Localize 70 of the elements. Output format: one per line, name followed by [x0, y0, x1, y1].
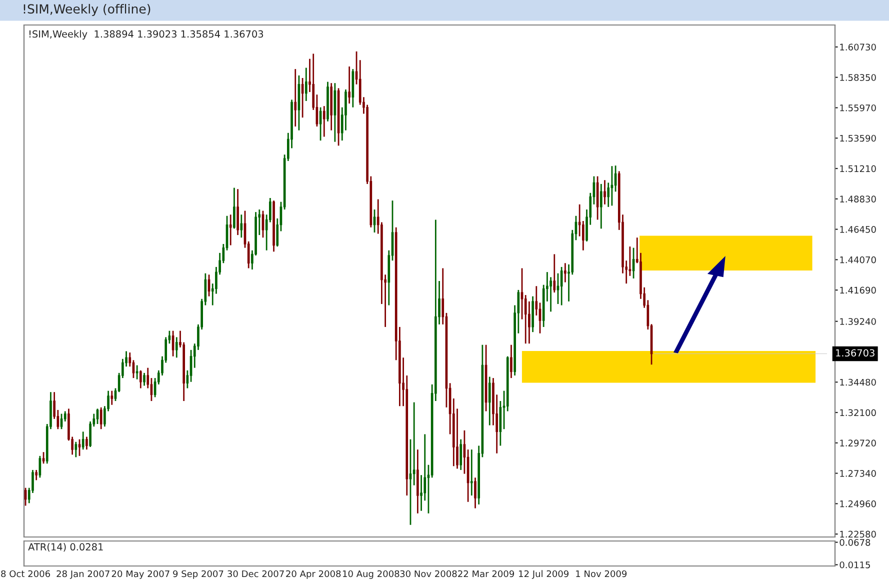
candlestick	[304, 67, 308, 102]
x-tick-label: 22 Mar 2009	[458, 570, 514, 578]
x-tick-label: 20 May 2007	[112, 570, 170, 579]
candlestick	[470, 448, 473, 496]
x-tick-label: 10 Aug 2008	[342, 570, 400, 579]
candlestick	[412, 402, 416, 486]
candlestick	[600, 183, 602, 230]
y-tick-label: 1.46450	[840, 226, 876, 233]
candlestick	[556, 272, 560, 305]
y-tick-label: 1.60730	[840, 44, 876, 51]
candlestick	[607, 182, 610, 208]
candlestick	[42, 451, 45, 464]
x-tick-label: 9 Sep 2007	[173, 570, 224, 579]
candlestick	[100, 406, 102, 430]
candlestick	[74, 441, 78, 458]
candlestick	[139, 370, 142, 389]
y-tick-label: 1.51210	[840, 165, 876, 172]
candlestick	[175, 336, 178, 358]
y-tick-label: 1.53590	[840, 134, 876, 142]
y-tick-label: 1.41690	[840, 286, 876, 294]
x-tick-label: 12 Jul 2009	[519, 570, 569, 579]
candlestick	[550, 276, 552, 312]
candlestick	[294, 68, 297, 128]
annotation: 1.36703	[836, 349, 874, 357]
y-tick-label: 1.39240	[840, 318, 876, 325]
candlestick	[229, 214, 232, 246]
x-tick-label: 1 Nov 2009	[576, 570, 627, 578]
candlestick	[628, 246, 632, 277]
candlestick	[560, 266, 563, 306]
candlestick	[233, 187, 236, 230]
candlestick	[409, 438, 412, 526]
candlestick	[86, 436, 88, 450]
chart-title: ATR(14) 0.0281	[28, 543, 103, 552]
candlestick	[236, 188, 239, 236]
candlestick	[564, 262, 566, 283]
candlestick	[460, 438, 462, 471]
candlestick	[322, 105, 326, 138]
y-tick-label: 1.27340	[840, 470, 876, 477]
candlestick	[110, 390, 114, 406]
y-tick-label: 1.34480	[840, 378, 876, 386]
x-tick-label: 30 Dec 2007	[228, 570, 284, 578]
candlestick	[553, 253, 556, 294]
y-tick-label: 1.29720	[840, 440, 876, 446]
candlestick	[510, 344, 512, 379]
x-tick-label: 30 Nov 2008	[400, 570, 457, 578]
candlestick	[136, 364, 138, 380]
x-tick-label: 8 Oct 2006	[1, 570, 50, 578]
y-tick-label: 1.55970	[840, 104, 876, 112]
y-tick-label: 1.48830	[840, 196, 876, 202]
candlestick	[240, 214, 243, 238]
text: !SIM,Weekly 1.38894 1.39023 1.35854 1.36703	[30, 30, 264, 40]
y-tick-label: 0.0115	[840, 561, 870, 568]
candlestick	[348, 66, 350, 104]
candlestick	[488, 376, 491, 426]
y-tick-label: 1.44070	[840, 256, 876, 264]
x-tick-label: 20 Apr 2008	[286, 570, 341, 579]
candlestick	[604, 179, 606, 206]
x-tick-label: 28 Jan 2007	[56, 570, 110, 579]
y-tick-label: 0.0678	[840, 539, 870, 546]
candlestick	[35, 469, 38, 481]
candlestick	[78, 438, 81, 457]
candlestick	[82, 430, 84, 450]
y-tick-label: 1.58350	[840, 74, 876, 81]
y-tick-label: 1.22580	[840, 530, 876, 538]
y-tick-label: 1.24960	[840, 500, 876, 508]
candlestick	[143, 372, 146, 386]
candlestick	[474, 476, 476, 509]
candlestick	[524, 294, 527, 344]
y-tick-label: 1.32100	[840, 409, 876, 416]
chart-title: !SIM,Weekly (offline)	[24, 4, 150, 16]
